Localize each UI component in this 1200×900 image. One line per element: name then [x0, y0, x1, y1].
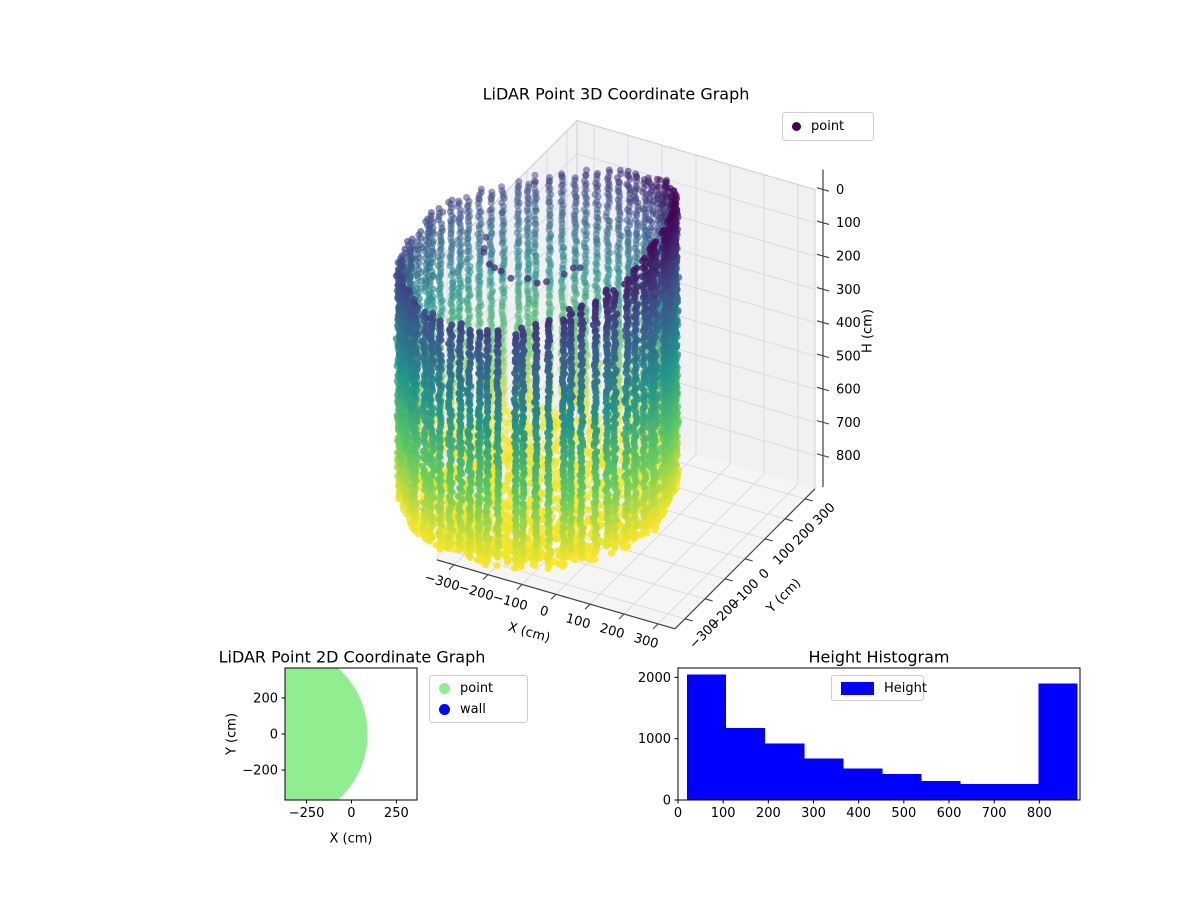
plot3d-point-cloud [392, 166, 683, 572]
plot3d-zlabel: H (cm) [860, 309, 876, 353]
tick-label: 700 [836, 416, 861, 431]
tick-label: 300 [836, 283, 861, 298]
hist-bar [921, 780, 961, 800]
hist-bar [687, 674, 727, 800]
tick-label: 0 [674, 806, 682, 821]
plot2d-ylabel: Y (cm) [224, 712, 240, 756]
tick-label: 200 [756, 806, 781, 821]
hist-bar [726, 728, 766, 800]
tick-label: −300 [423, 570, 461, 594]
hist-bar [999, 783, 1039, 800]
hist-bar [882, 774, 922, 800]
legend-label: wall [460, 702, 486, 717]
tick-label: 0 [270, 728, 278, 743]
plot2d-legend: point wall [429, 675, 528, 723]
tick-label: 600 [836, 383, 861, 398]
tick-label: −100 [727, 576, 763, 612]
point-marker-icon [792, 122, 801, 131]
plot3d-legend: point [782, 112, 874, 141]
tick-label: 0 [663, 794, 671, 809]
tick-label: 800 [836, 449, 861, 464]
tick-label: 400 [846, 806, 871, 821]
height-swatch-icon [841, 681, 874, 695]
legend-item-point3d: point [792, 116, 865, 138]
hist-bar [765, 743, 805, 800]
tick-label: −200 [242, 764, 278, 779]
tick-label: 700 [982, 806, 1007, 821]
tick-label: −250 [289, 806, 325, 821]
wall-marker-icon [439, 704, 450, 715]
tick-label: 200 [598, 621, 626, 642]
hist-bar [843, 768, 883, 800]
tick-label: 800 [1027, 806, 1052, 821]
tick-label: 200 [836, 249, 861, 264]
tick-label: 300 [801, 806, 826, 821]
plot2d-axes: −250 0 250 −200 0 200 [242, 667, 418, 821]
tick-label: 400 [836, 316, 861, 331]
hist-bar [1038, 683, 1078, 800]
tick-label: 1000 [638, 732, 671, 747]
tick-label: 100 [836, 216, 861, 231]
tick-label: 0 [538, 604, 550, 621]
tick-label: 200 [790, 520, 818, 548]
plot3d-title: LiDAR Point 3D Coordinate Graph [482, 84, 750, 104]
tick-label: −200 [457, 580, 495, 604]
tick-label: 250 [384, 806, 409, 821]
legend-label: Height [884, 680, 927, 696]
legend-item-point: point [439, 678, 519, 699]
point-region [285, 668, 368, 800]
tick-label: 300 [810, 500, 838, 528]
tick-label: 0 [756, 566, 772, 582]
hist-legend: Height [831, 675, 927, 701]
hist-axes: 0 100 200 300 400 500 600 700 800 0 1000 2000 [638, 667, 1081, 821]
tick-label: −100 [491, 590, 529, 614]
point-marker-icon [439, 683, 450, 694]
legend-item-height: Height [841, 678, 927, 698]
hist-bar [804, 758, 844, 800]
tick-label: 600 [937, 806, 962, 821]
tick-label: 300 [632, 631, 660, 652]
tick-label: 100 [564, 611, 592, 632]
tick-label: 0 [347, 806, 355, 821]
tick-label: 500 [836, 349, 861, 364]
legend-label: point [460, 681, 494, 696]
tick-label: 100 [770, 540, 798, 568]
plot2d-title: LiDAR Point 2D Coordinate Graph [218, 647, 486, 667]
hist-title: Height Histogram [808, 647, 950, 667]
tick-label: 100 [711, 806, 736, 821]
plot2d-xlabel: X (cm) [329, 831, 373, 847]
plot2d-ticks: −250 0 250 −200 0 200 [242, 691, 408, 821]
legend-label: point [811, 119, 845, 134]
tick-label: 2000 [638, 671, 671, 686]
hist-bars [687, 674, 1078, 800]
tick-label: 500 [891, 806, 916, 821]
legend-item-wall: wall [439, 699, 519, 720]
hist-bar [960, 783, 1000, 800]
hist-ticks: 0 100 200 300 400 500 600 700 800 0 1000 2000 [638, 671, 1052, 821]
tick-label: 0 [836, 183, 844, 198]
tick-label: 200 [253, 691, 278, 706]
